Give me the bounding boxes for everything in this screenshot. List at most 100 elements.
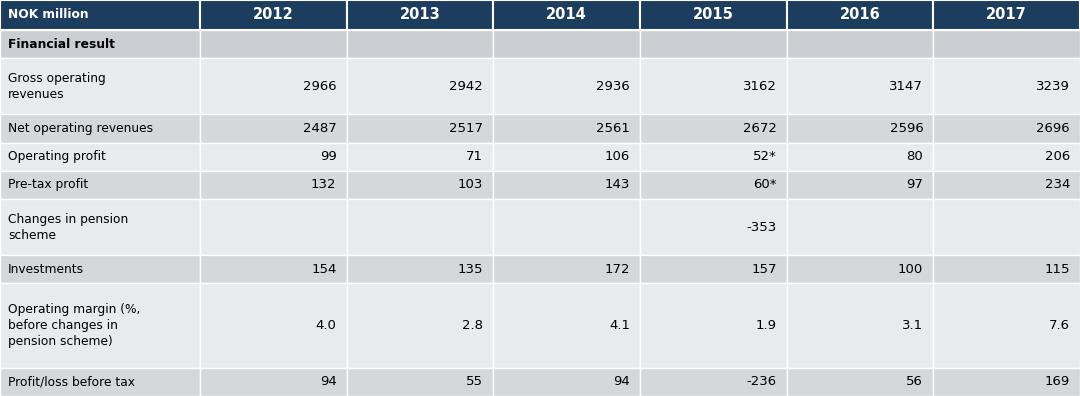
Bar — [786, 143, 933, 171]
Text: 154: 154 — [311, 263, 337, 276]
Bar — [933, 368, 1080, 396]
Bar — [200, 171, 347, 199]
Bar — [200, 255, 347, 284]
Bar — [200, 114, 347, 143]
Text: Net operating revenues: Net operating revenues — [8, 122, 153, 135]
Text: Financial result: Financial result — [8, 38, 114, 51]
Text: 3147: 3147 — [890, 80, 923, 93]
Bar — [786, 199, 933, 255]
Bar — [0, 255, 200, 284]
Text: 56: 56 — [906, 375, 923, 388]
Bar — [640, 199, 786, 255]
Text: 97: 97 — [906, 178, 923, 191]
Text: 94: 94 — [613, 375, 630, 388]
Text: -353: -353 — [746, 221, 777, 234]
Bar — [933, 255, 1080, 284]
Text: 7.6: 7.6 — [1049, 319, 1070, 332]
Text: Pre-tax profit: Pre-tax profit — [8, 178, 89, 191]
Bar — [640, 58, 786, 114]
Bar — [786, 255, 933, 284]
Bar — [347, 0, 494, 30]
Text: 100: 100 — [899, 263, 923, 276]
Bar — [200, 199, 347, 255]
Text: 2012: 2012 — [253, 8, 294, 23]
Bar — [0, 30, 200, 58]
Bar — [640, 143, 786, 171]
Text: 60*: 60* — [753, 178, 777, 191]
Text: 2015: 2015 — [692, 8, 733, 23]
Bar — [200, 58, 347, 114]
Text: 99: 99 — [320, 150, 337, 163]
Bar — [786, 58, 933, 114]
Text: 2696: 2696 — [1037, 122, 1070, 135]
Text: 2561: 2561 — [596, 122, 630, 135]
Text: Profit/loss before tax: Profit/loss before tax — [8, 375, 135, 388]
Bar — [347, 30, 494, 58]
Bar — [0, 199, 200, 255]
Bar — [933, 114, 1080, 143]
Bar — [200, 368, 347, 396]
Bar — [494, 143, 640, 171]
Text: Operating margin (%,
before changes in
pension scheme): Operating margin (%, before changes in p… — [8, 303, 140, 348]
Text: 2016: 2016 — [839, 8, 880, 23]
Text: 2936: 2936 — [596, 80, 630, 93]
Bar — [494, 58, 640, 114]
Bar — [347, 368, 494, 396]
Text: 132: 132 — [311, 178, 337, 191]
Bar — [0, 284, 200, 368]
Text: 3.1: 3.1 — [902, 319, 923, 332]
Bar — [640, 30, 786, 58]
Bar — [786, 114, 933, 143]
Text: 2.8: 2.8 — [462, 319, 483, 332]
Text: 2966: 2966 — [302, 80, 337, 93]
Bar — [786, 171, 933, 199]
Bar — [494, 0, 640, 30]
Text: 80: 80 — [906, 150, 923, 163]
Text: 2487: 2487 — [302, 122, 337, 135]
Text: Gross operating
revenues: Gross operating revenues — [8, 72, 106, 101]
Bar — [640, 255, 786, 284]
Bar — [200, 30, 347, 58]
Bar — [494, 284, 640, 368]
Text: 206: 206 — [1044, 150, 1070, 163]
Bar — [0, 0, 200, 30]
Text: 115: 115 — [1044, 263, 1070, 276]
Bar — [347, 143, 494, 171]
Bar — [640, 284, 786, 368]
Bar — [347, 171, 494, 199]
Text: 52*: 52* — [753, 150, 777, 163]
Bar — [347, 199, 494, 255]
Text: 135: 135 — [458, 263, 483, 276]
Bar — [494, 114, 640, 143]
Text: 103: 103 — [458, 178, 483, 191]
Text: 71: 71 — [467, 150, 483, 163]
Text: 2014: 2014 — [546, 8, 586, 23]
Bar — [0, 368, 200, 396]
Bar — [494, 255, 640, 284]
Bar — [640, 114, 786, 143]
Text: 157: 157 — [751, 263, 777, 276]
Bar — [494, 171, 640, 199]
Text: Investments: Investments — [8, 263, 84, 276]
Bar — [786, 368, 933, 396]
Bar — [347, 255, 494, 284]
Text: -236: -236 — [746, 375, 777, 388]
Bar — [347, 58, 494, 114]
Bar — [933, 171, 1080, 199]
Bar — [933, 284, 1080, 368]
Text: 106: 106 — [605, 150, 630, 163]
Text: 4.1: 4.1 — [609, 319, 630, 332]
Text: 1.9: 1.9 — [756, 319, 777, 332]
Bar — [786, 284, 933, 368]
Text: 2017: 2017 — [986, 8, 1027, 23]
Text: 2672: 2672 — [743, 122, 777, 135]
Bar — [0, 143, 200, 171]
Text: 234: 234 — [1044, 178, 1070, 191]
Text: 2942: 2942 — [449, 80, 483, 93]
Bar — [640, 171, 786, 199]
Text: 3239: 3239 — [1036, 80, 1070, 93]
Text: 143: 143 — [605, 178, 630, 191]
Bar — [640, 368, 786, 396]
Bar — [933, 58, 1080, 114]
Bar — [933, 143, 1080, 171]
